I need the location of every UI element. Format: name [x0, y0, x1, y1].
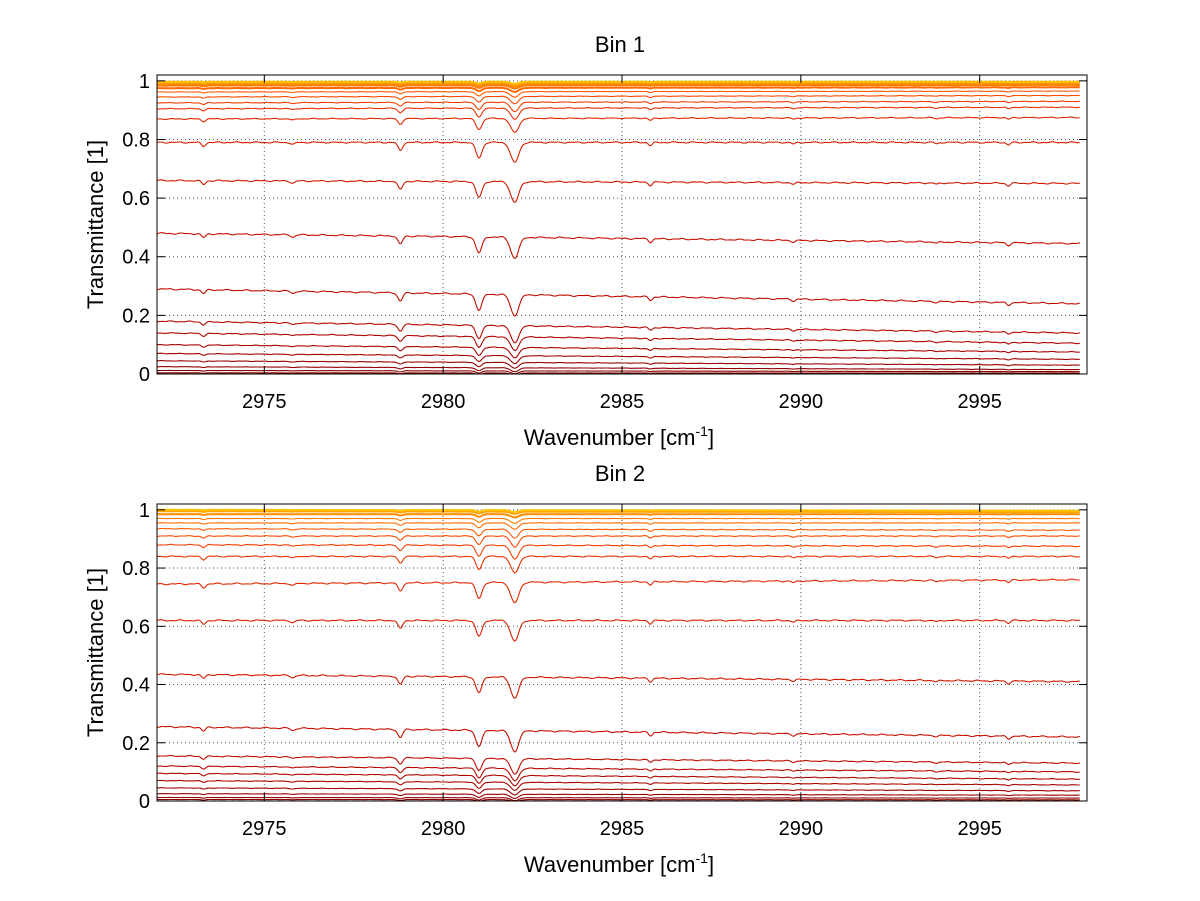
y-tick-label: 1: [139, 500, 150, 522]
series-line: [156, 141, 1080, 163]
series-line: [157, 82, 1080, 88]
series-line: [157, 508, 1080, 513]
y-tick-label: 0.4: [122, 675, 150, 697]
series-line: [156, 765, 1080, 782]
series-line: [157, 80, 1080, 85]
x-tick-label: 2995: [957, 818, 1002, 840]
subplot-1: 2975 2980 2985 2990 2995 0 0.2 0.4 0.6 0.8 1 Bin 1 W…: [83, 32, 1088, 450]
series-line: [157, 510, 1080, 515]
series-line: [156, 793, 1080, 799]
series-line: [156, 522, 1080, 530]
series-line: [157, 366, 1080, 373]
series-line: [157, 798, 1080, 802]
series-line: [157, 372, 1080, 375]
y-tick-label: 1: [139, 71, 150, 93]
series-line: [156, 179, 1080, 203]
series-line: [156, 86, 1080, 93]
y-tick-label: 0.2: [122, 733, 150, 755]
series-line: [156, 535, 1080, 548]
series-line: [157, 555, 1080, 574]
series-line: [156, 527, 1080, 539]
y-axis-label: Transmittance [1]: [83, 568, 108, 737]
series-line: [156, 360, 1080, 369]
x-tick-label: 2990: [779, 818, 824, 840]
series-line: [156, 100, 1080, 113]
chart-title: Bin 1: [595, 32, 645, 57]
series-line: [156, 106, 1080, 120]
series-line: [156, 352, 1080, 365]
series-line: [156, 673, 1080, 699]
y-tick-label: 0: [139, 364, 150, 386]
y-tick-label: 0.6: [122, 188, 150, 210]
series-line: [156, 619, 1080, 642]
y-tick-label: 0.8: [122, 129, 150, 151]
series-line: [157, 116, 1080, 133]
series-line: [156, 578, 1080, 604]
x-tick-label: 2975: [242, 391, 287, 413]
x-axis-label: Wavenumber [cm-1]: [524, 850, 714, 877]
x-tick-label: 2995: [957, 391, 1002, 413]
x-axis-label: Wavenumber [cm-1]: [524, 423, 714, 450]
x-tick-label: 2980: [421, 818, 466, 840]
series-line: [156, 725, 1080, 753]
series-line: [156, 288, 1080, 317]
series-line: [157, 754, 1080, 775]
y-tick-label: 0.4: [122, 247, 150, 269]
x-tick-label: 2990: [779, 391, 824, 413]
series-line: [157, 320, 1080, 344]
series-line: [156, 787, 1080, 796]
series-line: [157, 513, 1080, 519]
subplot-2: 2975 2980 2985 2990 2995 0 0.2 0.4 0.6 0.8 1 Bin 2 W…: [83, 461, 1088, 877]
x-tick-label: 2985: [600, 391, 645, 413]
series-line: [157, 543, 1080, 560]
series-line: [157, 83, 1080, 90]
series-line: [157, 796, 1080, 802]
series-line: [157, 90, 1080, 98]
x-tick-label: 2975: [242, 818, 287, 840]
series-line: [156, 772, 1080, 787]
series-line: [156, 779, 1080, 791]
series-line: [157, 517, 1080, 524]
series-line: [157, 369, 1080, 375]
y-tick-label: 0.2: [122, 305, 150, 327]
y-tick-label: 0.6: [122, 616, 150, 638]
series-line: [157, 343, 1080, 359]
y-tick-label: 0.8: [122, 558, 150, 580]
chart-title: Bin 2: [595, 461, 645, 486]
series-line: [156, 94, 1080, 105]
y-axis-label: Transmittance [1]: [83, 140, 108, 309]
series-line: [156, 232, 1080, 260]
series-line: [157, 332, 1080, 352]
plot-area: [157, 75, 1087, 374]
x-tick-label: 2980: [421, 391, 466, 413]
x-tick-label: 2985: [600, 818, 645, 840]
y-tick-label: 0: [139, 791, 150, 813]
